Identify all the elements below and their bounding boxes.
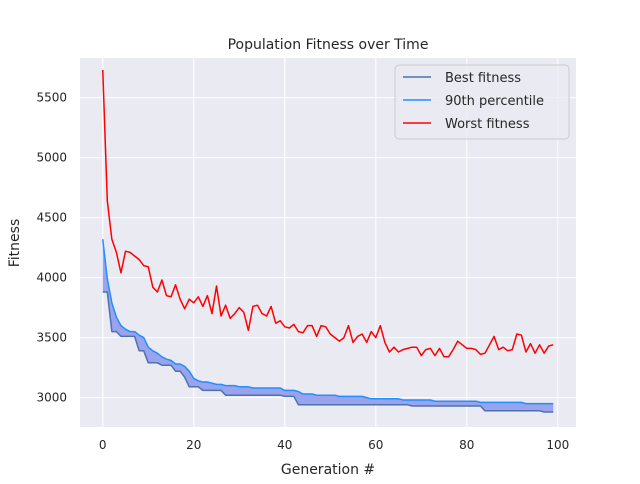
x-tick-label: 0: [99, 438, 107, 452]
x-tick-label: 20: [186, 438, 201, 452]
y-tick-label: 4000: [36, 271, 67, 285]
x-tick-label: 60: [368, 438, 383, 452]
x-tick-label: 80: [459, 438, 474, 452]
series-line-best-fitness: [102, 291, 554, 413]
legend-label-best-fitness: Best fitness: [445, 71, 521, 86]
legend-label-worst-fitness: Worst fitness: [445, 117, 530, 132]
y-tick-label: 3500: [36, 331, 67, 345]
legend-label-90th-percentile: 90th percentile: [445, 94, 544, 109]
y-axis-label: Fitness: [7, 219, 23, 268]
x-tick-label: 100: [546, 438, 569, 452]
series-line-worst-fitness: [102, 69, 554, 358]
y-ticks: 3000 3500 4000 4500 5000 5500: [36, 91, 67, 405]
legend-box: [394, 64, 570, 140]
series-lines: [102, 69, 554, 413]
x-ticks: 0 20 40 60 80 100: [99, 438, 569, 452]
x-tick-label: 40: [277, 438, 292, 452]
legend: Best fitness 90th percentile Worst fitne…: [394, 64, 570, 140]
chart-title: Population Fitness over Time: [228, 37, 429, 53]
y-tick-label: 5000: [36, 151, 67, 165]
series-line-90th-percentile: [102, 239, 554, 405]
y-tick-label: 5500: [36, 91, 67, 105]
y-tick-label: 4500: [36, 211, 67, 225]
x-axis-label: Generation #: [281, 462, 375, 478]
y-tick-label: 3000: [36, 391, 67, 405]
